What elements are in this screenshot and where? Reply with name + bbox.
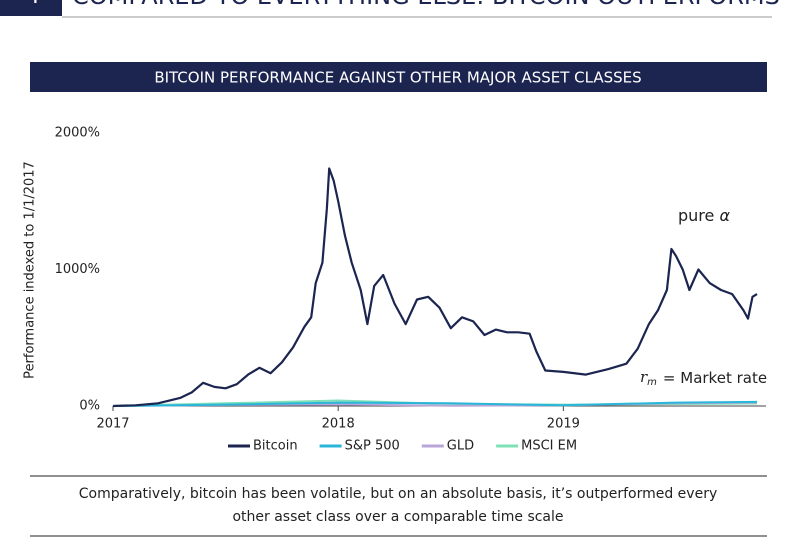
legend-label: Bitcoin xyxy=(253,439,298,454)
annotation-market: rm = Market rate xyxy=(640,368,767,388)
caption-line: Comparatively, bitcoin has been volatile… xyxy=(79,486,717,502)
plot: 0% 1000% 2000% 2017 2018 2019 xyxy=(55,126,766,432)
series-line xyxy=(112,167,758,408)
x-tick-label: 2017 xyxy=(96,417,129,432)
series-line xyxy=(112,400,758,407)
header-title: COMPARED TO EVERYTHING ELSE: BITCOIN OUT… xyxy=(72,0,780,10)
annotation-alpha: pure α xyxy=(678,206,730,225)
legend-label: S&P 500 xyxy=(345,439,400,454)
x-tick-label: 2018 xyxy=(322,417,355,432)
title-banner xyxy=(30,62,767,92)
header-box xyxy=(0,0,62,16)
x-tick-label: 2019 xyxy=(547,417,580,432)
legend: Bitcoin S&P 500 GLD MSCI EM xyxy=(228,439,577,454)
legend-label: MSCI EM xyxy=(521,439,577,454)
caption-line: other asset class over a comparable time… xyxy=(232,509,563,525)
y-tick-label: 0% xyxy=(79,399,100,414)
chart-title: BITCOIN PERFORMANCE AGAINST OTHER MAJOR … xyxy=(154,69,641,87)
legend-label: GLD xyxy=(447,439,474,454)
y-tick-label: 1000% xyxy=(55,262,100,277)
y-axis-label: Performance indexed to 1/1/2017 xyxy=(23,161,38,379)
y-tick-label: 2000% xyxy=(55,126,100,141)
header-number: 4 xyxy=(26,0,40,9)
